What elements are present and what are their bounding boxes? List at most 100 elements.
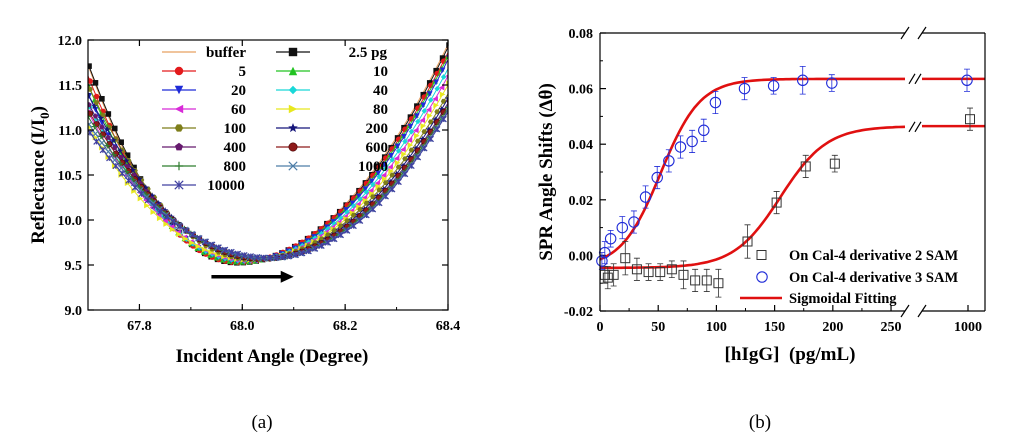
panel-a-point bbox=[425, 126, 432, 133]
panel-b-xtick-label: 100 bbox=[706, 320, 727, 335]
panel-a-point bbox=[318, 230, 325, 237]
panel-a-point bbox=[344, 218, 350, 224]
panel-a-point bbox=[401, 170, 409, 178]
panel-b-break-top bbox=[900, 26, 927, 40]
panel-a-ytick-label: 10.0 bbox=[58, 214, 83, 229]
panel-a-point bbox=[369, 190, 375, 197]
panel-a-ylabel-close: ) bbox=[28, 106, 49, 112]
panel-a-point bbox=[433, 125, 441, 133]
panel-a-ytick-label: 12.0 bbox=[58, 34, 83, 49]
panel-a-point bbox=[382, 165, 389, 172]
panel-a-point bbox=[389, 172, 395, 178]
panel-a-point bbox=[440, 115, 447, 123]
panel-a-point bbox=[183, 227, 190, 234]
panel-a-point bbox=[394, 143, 401, 150]
panel-a-point bbox=[228, 248, 235, 256]
panel-a-point bbox=[370, 194, 376, 200]
panel-a-point bbox=[427, 135, 434, 143]
panel-b-ylabel-close: ) bbox=[536, 83, 557, 89]
panel-a-point bbox=[382, 180, 389, 186]
panel-b-point-sam2 bbox=[800, 161, 811, 172]
panel-a-point bbox=[155, 211, 162, 218]
panel-a-point bbox=[343, 227, 351, 234]
panel-b-errorbar bbox=[828, 74, 835, 92]
panel-a-legend-marker-800 bbox=[174, 161, 184, 171]
panel-b-fits bbox=[599, 73, 985, 270]
panel-a-point bbox=[370, 172, 376, 179]
panel-a-point bbox=[376, 173, 383, 180]
panel-a-point bbox=[406, 153, 413, 160]
panel-b-errorbar bbox=[665, 149, 672, 173]
panel-a-point bbox=[445, 74, 448, 78]
panel-a-point bbox=[414, 113, 420, 119]
panel-b-point-sam3 bbox=[639, 191, 652, 203]
panel-a-xlabel: Incident Angle (Degree) bbox=[176, 346, 369, 367]
panel-a-point bbox=[393, 155, 400, 162]
panel-a-point bbox=[104, 142, 111, 149]
panel-a-point bbox=[434, 85, 440, 92]
panel-a-legend-marker-2-5-pg bbox=[288, 47, 298, 57]
panel-a-point bbox=[344, 202, 351, 208]
panel-b-errorbar bbox=[622, 241, 629, 276]
panel-a-point bbox=[88, 113, 91, 120]
panel-a-point bbox=[247, 253, 254, 260]
panel-b-point-sam2 bbox=[690, 275, 701, 286]
panel-b-points bbox=[596, 65, 975, 298]
panel-b-legend-marker-sam3 bbox=[756, 271, 768, 283]
panel-a-legend-marker-20 bbox=[174, 85, 184, 95]
panel-a-point bbox=[150, 209, 157, 215]
panel-a-ytick-label: 11.0 bbox=[58, 124, 82, 139]
panel-b-legend-marker-sam2 bbox=[756, 250, 767, 260]
panel-b-xtick-label: 1000 bbox=[954, 320, 982, 335]
panel-a-point bbox=[106, 154, 113, 162]
panel-a-ytick-label: 11.5 bbox=[58, 79, 82, 94]
panel-a-point bbox=[420, 102, 427, 109]
panel-b-legend-text: Sigmoidal Fitting bbox=[789, 291, 897, 307]
panel-b-point-sam2 bbox=[701, 275, 712, 286]
panel-a-point bbox=[407, 123, 414, 130]
panel-a-label: (a) bbox=[251, 412, 272, 433]
panel-a-point bbox=[438, 105, 445, 112]
panel-a-point bbox=[415, 118, 421, 125]
panel-a-point bbox=[149, 192, 156, 199]
panel-a-point bbox=[138, 190, 145, 198]
panel-a-point bbox=[439, 91, 446, 98]
panel-b-errorbar bbox=[680, 260, 687, 290]
panel-a-point bbox=[292, 251, 299, 259]
panel-b-errorbar bbox=[802, 154, 809, 178]
panel-a-point bbox=[142, 184, 150, 191]
panel-a-point bbox=[388, 186, 396, 193]
panel-a-point bbox=[388, 168, 394, 174]
panel-a-point bbox=[124, 152, 131, 159]
panel-a-point bbox=[201, 246, 208, 253]
panel-a-point bbox=[88, 121, 93, 128]
panel-b-legend: On Cal-4 derivative 2 SAM On Cal-4 deriva… bbox=[740, 248, 958, 307]
panel-b-xtick-label: 0 bbox=[597, 320, 604, 335]
panel-a-point bbox=[350, 203, 357, 209]
panel-a-point bbox=[369, 178, 375, 185]
panel-b-errorbar bbox=[645, 263, 652, 281]
panel-a-point bbox=[375, 170, 382, 177]
panel-b-errorbar bbox=[741, 77, 748, 101]
panel-b-errorbar bbox=[657, 263, 664, 281]
panel-a-point bbox=[382, 193, 389, 200]
panel-a-legend-text-10: 10 bbox=[373, 64, 388, 80]
panel-a-point bbox=[92, 130, 99, 138]
panel-a-legend-marker-600 bbox=[288, 142, 298, 152]
panel-b-point-sam3 bbox=[686, 135, 698, 148]
panel-a-point bbox=[406, 137, 413, 143]
panel-a-legend-marker-400 bbox=[175, 142, 183, 151]
panel-a-legend-marker-10000 bbox=[174, 180, 184, 190]
panel-b-errorbar bbox=[607, 229, 614, 248]
panel-a-point bbox=[370, 181, 376, 188]
panel-a-point bbox=[105, 111, 112, 117]
panel-a-ylabel: Reflectance (I/I0) bbox=[28, 106, 52, 244]
panel-b-ylabel: SPR Angle Shifts (Δθ) bbox=[536, 83, 557, 261]
panel-b-point-sam2 bbox=[965, 114, 975, 125]
panel-a-point bbox=[234, 250, 242, 257]
panel-a-point bbox=[105, 134, 111, 140]
panel-a-point bbox=[176, 231, 182, 238]
panel-a-point bbox=[298, 249, 306, 257]
panel-a-point bbox=[357, 188, 363, 194]
panel-a-point bbox=[93, 100, 100, 105]
